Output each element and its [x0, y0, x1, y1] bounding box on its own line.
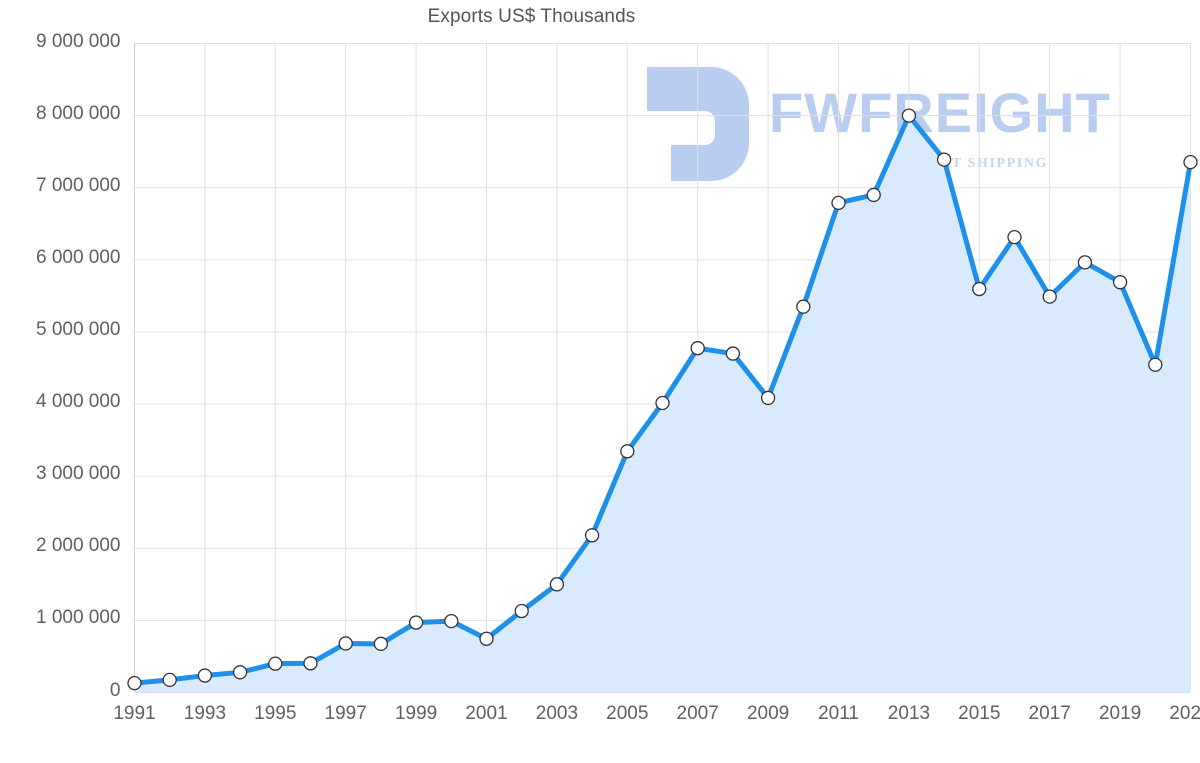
- data-point-marker[interactable]: [197, 668, 213, 683]
- data-point-marker[interactable]: [725, 346, 741, 361]
- y-axis-tick-label: 8 000 000: [35, 102, 121, 124]
- data-point-marker[interactable]: [690, 341, 705, 356]
- x-axis-tick-label: 2019: [1098, 703, 1142, 724]
- x-axis-tick-label: 2007: [676, 703, 719, 724]
- data-point-marker[interactable]: [1042, 289, 1057, 304]
- data-point-marker[interactable]: [338, 636, 353, 651]
- data-point-marker[interactable]: [514, 603, 529, 619]
- data-point-marker[interactable]: [444, 613, 459, 629]
- data-point-marker[interactable]: [796, 299, 811, 314]
- data-point-marker[interactable]: [972, 281, 987, 297]
- data-point-marker[interactable]: [620, 444, 635, 459]
- data-markers: [127, 108, 1198, 691]
- y-axis-tick-label: 5 000 000: [35, 318, 121, 340]
- y-axis-tick-label: 4 000 000: [35, 391, 121, 413]
- x-axis-tick-label: 2015: [958, 703, 1001, 724]
- x-axis-tick-label: 2003: [535, 703, 579, 724]
- x-axis-tick-label: 1995: [254, 703, 297, 724]
- data-point-marker[interactable]: [584, 528, 600, 543]
- data-point-marker[interactable]: [479, 631, 494, 646]
- data-point-marker[interactable]: [303, 656, 318, 671]
- x-axis-tick-label: 1993: [183, 703, 227, 724]
- x-axis-tick-label: 1999: [394, 703, 438, 724]
- data-point-marker[interactable]: [901, 108, 917, 123]
- data-point-marker[interactable]: [1112, 275, 1128, 290]
- chart-title: Exports US$ Thousands: [427, 6, 636, 27]
- y-axis-tick-label: 6 000 000: [35, 246, 121, 268]
- y-axis-tick-label: 2 000 000: [35, 535, 121, 557]
- data-point-marker[interactable]: [1148, 357, 1163, 372]
- data-point-marker[interactable]: [866, 187, 881, 203]
- data-point-marker[interactable]: [268, 656, 283, 671]
- data-point-marker[interactable]: [549, 577, 565, 592]
- x-axis-tick-label: 2017: [1028, 703, 1071, 724]
- data-point-marker[interactable]: [1007, 229, 1022, 245]
- data-point-marker[interactable]: [655, 395, 670, 411]
- y-axis-labels: 0 1 000 000 2 000 000 3 000 000 4 000 000 5 0…: [0, 0, 124, 763]
- y-axis-tick-label: 1 000 000: [35, 607, 121, 629]
- x-axis-tick-label: 2005: [606, 703, 649, 724]
- data-point-marker[interactable]: [1077, 255, 1093, 270]
- data-point-marker[interactable]: [831, 195, 846, 211]
- data-point-marker[interactable]: [936, 152, 952, 167]
- x-axis-tick-label: 1997: [324, 703, 367, 724]
- data-point-marker[interactable]: [127, 675, 142, 691]
- data-point-marker[interactable]: [373, 636, 389, 651]
- data-point-marker[interactable]: [232, 665, 248, 680]
- y-axis-tick-label: 3 000 000: [35, 463, 121, 485]
- x-axis-tick-label: 2013: [887, 703, 931, 724]
- data-point-marker[interactable]: [760, 390, 776, 406]
- data-point-marker[interactable]: [1183, 154, 1198, 170]
- data-point-marker[interactable]: [162, 672, 177, 688]
- x-axis-tick-label: 2001: [465, 703, 508, 724]
- y-axis-tick-label: 7 000 000: [35, 174, 121, 196]
- x-axis-tick-label: 2011: [818, 703, 859, 724]
- y-axis-tick-label: 0: [109, 679, 121, 701]
- x-axis-tick-label: 1991: [113, 703, 156, 724]
- data-point-marker[interactable]: [408, 615, 424, 630]
- x-axis-tick-label: 2021: [1169, 703, 1200, 724]
- x-axis-tick-label: 2009: [746, 703, 790, 724]
- y-axis-tick-label: 9 000 000: [35, 30, 121, 52]
